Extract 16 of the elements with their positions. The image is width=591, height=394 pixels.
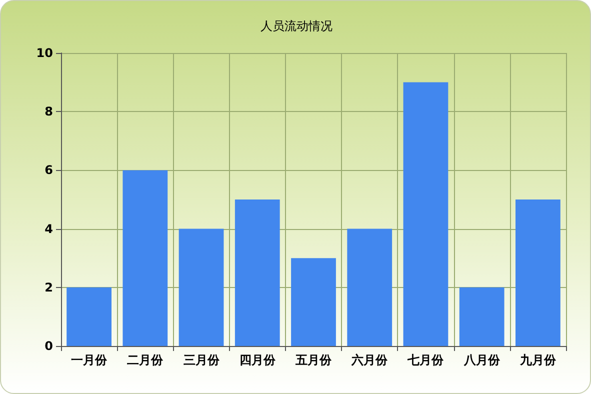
y-tick-label: 6	[44, 163, 53, 178]
x-tick-label: 五月份	[294, 353, 332, 367]
x-tick-label: 二月份	[127, 353, 164, 367]
x-tick-label: 六月份	[350, 353, 389, 367]
x-tick-label: 三月份	[183, 353, 220, 367]
x-tick-label: 八月份	[462, 353, 501, 367]
chart-title: 人员流动情况	[260, 19, 332, 33]
y-tick-label: 10	[36, 46, 53, 60]
x-tick-label: 四月份	[239, 353, 276, 367]
x-tick-label: 七月份	[406, 353, 445, 367]
y-tick-label: 4	[44, 222, 53, 236]
y-tick-label: 2	[44, 280, 53, 294]
x-tick-label: 九月份	[518, 353, 557, 367]
x-tick-label: 一月份	[71, 353, 108, 367]
y-tick-label: 8	[44, 104, 53, 119]
y-tick-label: 0	[44, 339, 53, 353]
